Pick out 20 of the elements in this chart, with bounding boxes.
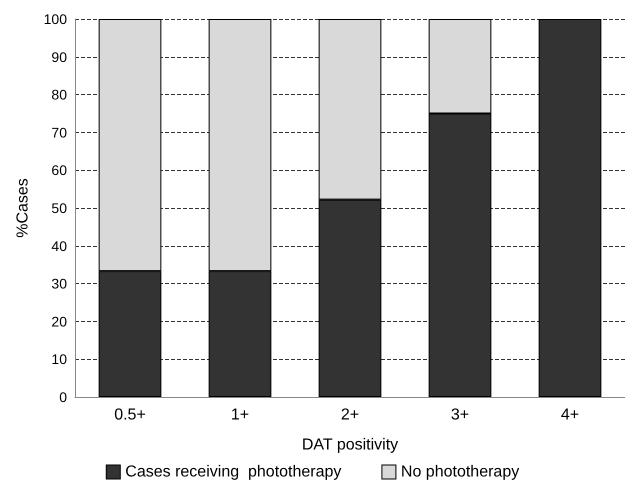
y-axis-title: %Cases <box>14 178 32 238</box>
y-tick-label: 20 <box>51 313 68 330</box>
y-tick-label: 10 <box>51 351 68 368</box>
y-tick-label: 30 <box>51 276 68 292</box>
y-tick-label: 0 <box>59 389 68 405</box>
y-tick-label: 50 <box>51 200 68 216</box>
x-tick-label: 3+ <box>450 406 470 424</box>
x-tick-label: 4+ <box>560 406 580 424</box>
x-tick-label: 0.5+ <box>114 406 146 424</box>
legend-label: No phototherapy <box>400 464 520 480</box>
x-tick-label: 2+ <box>340 406 360 424</box>
y-tick-label: 100 <box>44 11 68 27</box>
x-tick-label: 1+ <box>230 406 250 424</box>
x-axis-title: DAT positivity <box>302 436 398 454</box>
y-tick-label: 40 <box>51 238 68 254</box>
y-tick-label: 90 <box>51 48 68 65</box>
y-tick-label: 60 <box>51 162 68 178</box>
y-tick-label: 80 <box>51 86 68 103</box>
y-tick-label: 70 <box>51 124 68 140</box>
legend-label: Cases receiving phototherapy <box>125 464 342 480</box>
